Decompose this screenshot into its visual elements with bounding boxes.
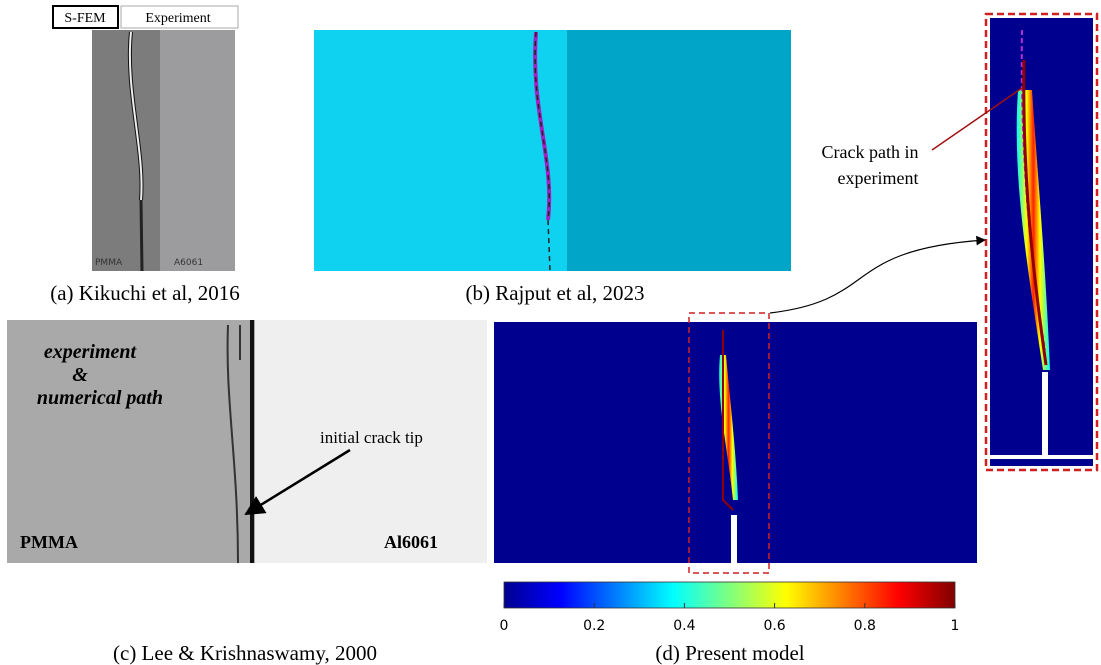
material-label: PMMA xyxy=(95,258,123,268)
notch xyxy=(1042,372,1048,456)
legend-label: Experiment xyxy=(145,11,210,26)
material xyxy=(567,30,791,271)
zoom-label: Crack path in xyxy=(822,142,919,162)
material xyxy=(314,30,567,271)
tick-label: 0 xyxy=(500,618,509,634)
caption: (a) Kikuchi et al, 2016 xyxy=(50,281,240,305)
material-label: A6061 xyxy=(174,258,203,268)
caption: (b) Rajput et al, 2023 xyxy=(465,281,644,305)
tick-label: 0.2 xyxy=(583,618,605,634)
notch xyxy=(141,200,142,271)
legend-label: S-FEM xyxy=(64,11,106,26)
zoom-arrow xyxy=(770,240,985,313)
notch xyxy=(731,515,737,563)
caption: (d) Present model xyxy=(655,641,804,665)
tick-label: 1 xyxy=(951,618,960,634)
tick-label: 0.6 xyxy=(763,618,785,634)
panel-c: experiment & numerical path initial crac… xyxy=(7,320,487,665)
panel-a: S-FEM Experiment PMMA A6061 (a) Kikuchi … xyxy=(50,6,240,305)
material xyxy=(92,30,160,271)
colorbar xyxy=(504,582,955,608)
material xyxy=(160,30,235,271)
material-label: PMMA xyxy=(20,532,78,552)
panel-b: (b) Rajput et al, 2023 xyxy=(314,30,791,305)
annotation: experiment xyxy=(44,341,138,363)
arrow-label: initial crack tip xyxy=(320,428,423,447)
tick-label: 0.4 xyxy=(673,618,695,634)
zoom-label: experiment xyxy=(838,168,919,188)
figure: S-FEM Experiment PMMA A6061 (a) Kikuchi … xyxy=(0,0,1101,665)
caption: (c) Lee & Krishnaswamy, 2000 xyxy=(113,641,377,665)
annotation: & xyxy=(72,364,88,386)
material-label: Al6061 xyxy=(384,532,438,552)
boundary xyxy=(990,455,1093,459)
annotation: numerical path xyxy=(37,387,163,409)
tick-label: 0.8 xyxy=(854,618,876,634)
